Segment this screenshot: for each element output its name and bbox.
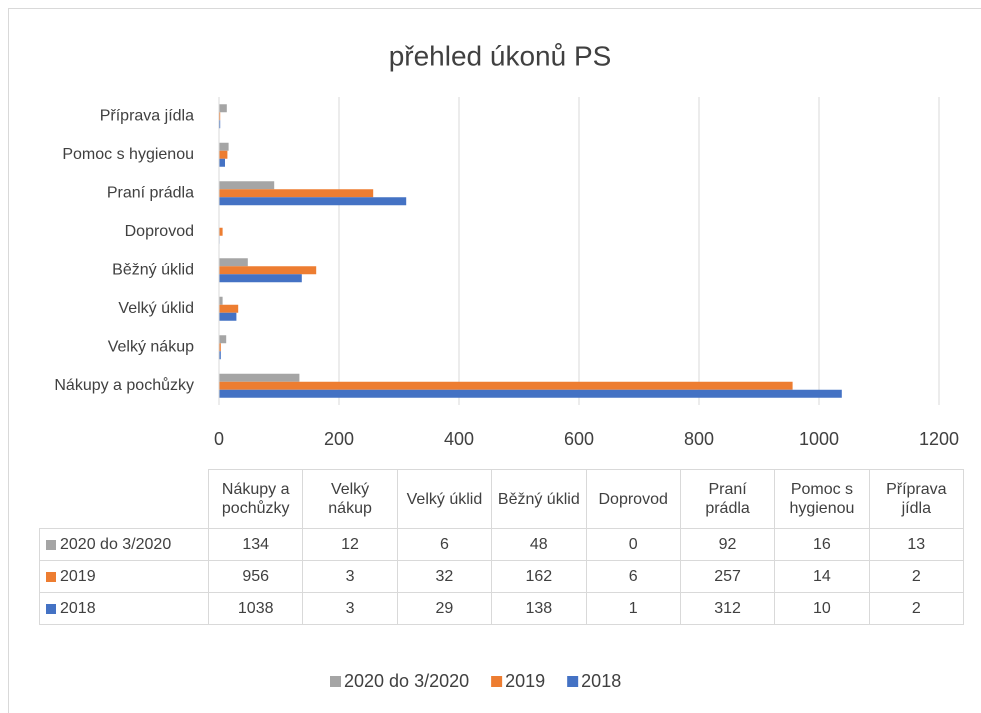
table-cell: 257 [679,560,776,593]
x-tick-label: 200 [324,429,354,449]
y-tick-label: Praní prádla [107,184,194,201]
x-tick-label: 400 [444,429,474,449]
bar [219,112,221,121]
table-cell: 6 [585,560,681,593]
y-tick-label: Nákupy a pochůzky [54,376,194,394]
bar [219,120,221,129]
y-tick-label: Velký úklid [118,300,194,317]
bar [219,296,223,305]
bar [219,181,275,190]
table-cell: 13 [868,528,964,561]
series-name: 2019 [60,568,96,585]
table-cell: 3 [302,592,398,625]
legend-key [46,603,56,614]
bar [219,351,221,360]
table-cell: 0 [585,528,681,561]
bar [219,381,793,390]
table-cell: 956 [208,560,304,593]
table-cell: 162 [491,560,587,593]
table-row-header: 2018 [39,592,209,625]
bar [219,189,374,198]
legend-label: 2020 do 3/2020 [344,671,469,691]
bar [219,150,228,159]
table-cell: 2 [868,592,964,625]
table-header: Doprovod [585,469,681,529]
table-cell: 312 [679,592,776,625]
y-tick-label: Velký nákup [108,338,194,355]
table-cell: 2 [868,560,964,593]
bar [219,266,317,275]
bar [219,274,302,283]
series-name: 2020 do 3/2020 [60,536,172,553]
bar [219,335,227,344]
table-header: Běžný úklid [491,469,587,529]
legend-label: 2019 [505,671,545,691]
table-header: Praní prádla [679,469,776,529]
table-cell: 3 [302,560,398,593]
bar [219,258,248,267]
bar [219,158,225,167]
bar [219,373,300,382]
x-tick-label: 0 [214,429,224,449]
y-tick-label: Pomoc s hygienou [62,146,194,163]
table-header: Příprava jídla [868,469,964,529]
table-cell: 6 [396,528,493,561]
table-cell: 29 [396,592,493,625]
legend-key [46,539,56,550]
table-cell: 48 [491,528,587,561]
bar [219,104,227,113]
bar [219,312,237,321]
bar [219,142,229,151]
table-cell: 1 [585,592,681,625]
table-cell: 134 [208,528,304,561]
legend-swatch [330,676,341,687]
table-cell: 138 [491,592,587,625]
table-cell: 32 [396,560,493,593]
table-cell: 92 [679,528,776,561]
series-name: 2018 [60,600,96,617]
y-tick-label: Příprava jídla [100,107,194,124]
x-tick-label: 1200 [919,429,959,449]
x-tick-label: 1000 [799,429,839,449]
bar [219,304,239,313]
chart-title: přehled úkonů PS [389,40,612,71]
table-header: Velký úklid [396,469,493,529]
bar [219,197,407,206]
bar [219,227,223,236]
legend-key [46,571,56,582]
legend-swatch [567,676,579,687]
table-cell: 10 [774,592,870,625]
table-cell: 16 [774,528,870,561]
legend-label: 2018 [581,671,621,691]
x-tick-label: 600 [564,429,594,449]
bar [219,389,842,398]
table-cell: 14 [774,560,870,593]
table-cell: 1038 [208,592,304,625]
table-header: Nákupy a pochůzky [208,469,304,529]
table-header: Pomoc s hygienou [774,469,870,529]
table-header: Velký nákup [302,469,398,529]
x-tick-label: 800 [684,429,714,449]
table-row-header: 2019 [39,560,209,593]
bar [219,343,221,352]
y-tick-label: Doprovod [125,223,194,240]
y-tick-label: Běžný úklid [112,261,194,278]
legend-swatch [491,676,503,687]
table-cell: 12 [302,528,398,561]
table-row-header: 2020 do 3/2020 [39,528,209,561]
